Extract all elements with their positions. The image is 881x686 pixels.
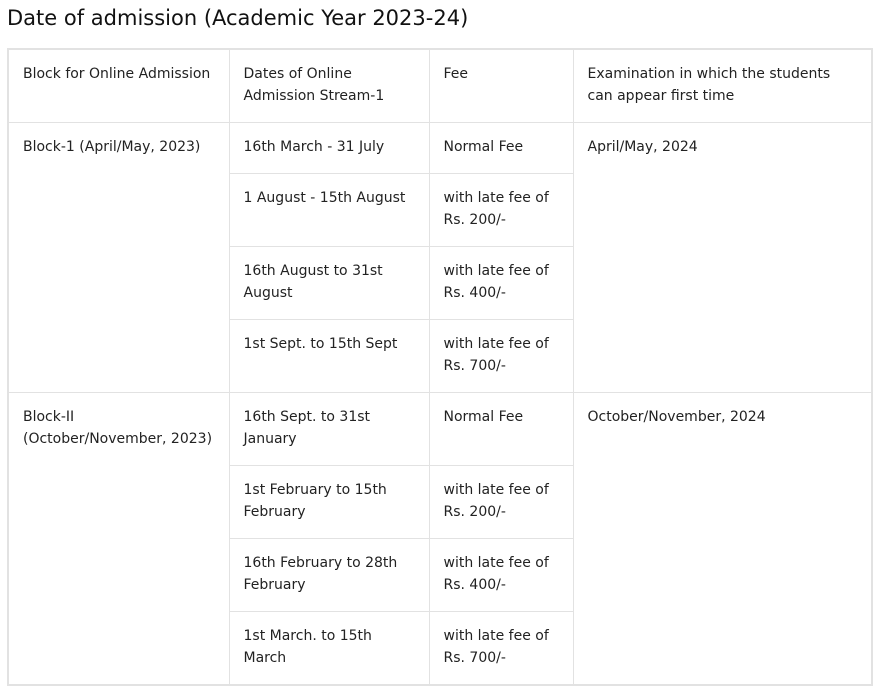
table-row: 1st March. to 15th March with late fee of…	[8, 611, 872, 686]
fee-cell: with late fee of Rs. 400/-	[428, 246, 574, 320]
table-row: 1st Sept. to 15th Sept with late fee of R…	[8, 319, 872, 393]
fee-cell: with late fee of Rs. 700/-	[428, 319, 574, 393]
header-cell: Block for Online Admission	[7, 48, 230, 123]
table-row: 16th February to 28th February with late …	[8, 538, 872, 612]
admission-table: Block for Online Admission Dates of Onli…	[7, 48, 873, 686]
fee-cell: with late fee of Rs. 400/-	[428, 538, 574, 612]
fee-cell: Normal Fee	[428, 392, 574, 466]
fee-cell: Normal Fee	[428, 122, 574, 174]
dates-cell: 16th Sept. to 31st January	[228, 392, 430, 466]
exam-cell: April/May, 2024	[572, 122, 873, 393]
header-cell: Dates of Online Admission Stream-1	[228, 48, 430, 123]
dates-cell: 16th August to 31st August	[228, 246, 430, 320]
block-cell: Block-II (October/November, 2023)	[7, 392, 230, 686]
table-header-row: Block for Online Admission Dates of Onli…	[7, 48, 873, 123]
dates-cell: 1st February to 15th February	[228, 465, 430, 539]
table-row: Block-1 (April/May, 2023) 16th March - 31…	[7, 122, 873, 393]
fee-cell: with late fee of Rs. 200/-	[428, 173, 574, 247]
header-cell: Examination in which the students can ap…	[572, 48, 873, 123]
dates-cell: 16th February to 28th February	[228, 538, 430, 612]
dates-cell: 16th March - 31 July	[228, 122, 430, 174]
dates-cell: 1st Sept. to 15th Sept	[228, 319, 430, 393]
header-cell: Fee	[428, 48, 574, 123]
exam-cell: October/November, 2024	[572, 392, 873, 686]
dates-cell: 1 August - 15th August	[228, 173, 430, 247]
table-row: 1 August - 15th August with late fee of R…	[8, 173, 872, 247]
table-row: 16th August to 31st August with late fee …	[8, 246, 872, 320]
table-row: 1st February to 15th February with late f…	[8, 465, 872, 539]
dates-cell: 1st March. to 15th March	[228, 611, 430, 686]
block-cell: Block-1 (April/May, 2023)	[7, 122, 230, 393]
table-row: Block-II (October/November, 2023) 16th Se…	[7, 392, 873, 686]
page-title: Date of admission (Academic Year 2023-24…	[7, 6, 469, 30]
fee-cell: with late fee of Rs. 700/-	[428, 611, 574, 686]
fee-cell: with late fee of Rs. 200/-	[428, 465, 574, 539]
